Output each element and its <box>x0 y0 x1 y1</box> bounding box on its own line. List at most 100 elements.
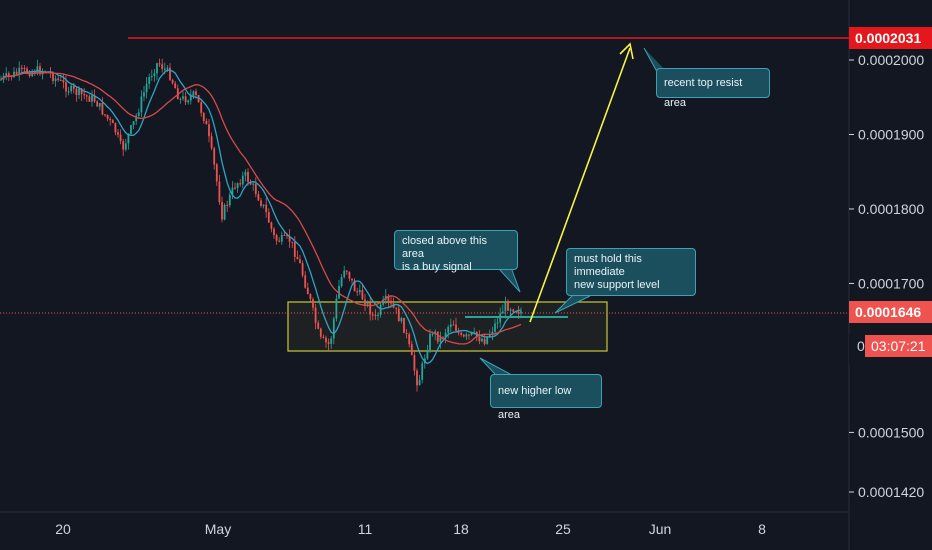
candle-body <box>169 67 171 80</box>
candle-body <box>62 80 65 83</box>
candle-body <box>18 67 21 74</box>
candle-body <box>338 286 340 299</box>
candle-body <box>221 202 223 220</box>
resistance-price-tag: 0.0002031 <box>849 27 932 49</box>
y-tick-label: 0.0001700 <box>858 275 924 291</box>
candle-body <box>408 334 411 345</box>
candle-body <box>158 63 161 65</box>
candle-body <box>335 298 338 319</box>
candle-body <box>143 92 145 97</box>
candle-body <box>483 338 486 344</box>
candle-body <box>148 76 151 84</box>
candle-body <box>78 88 80 95</box>
candle-body <box>293 242 296 257</box>
candle-body <box>7 73 10 76</box>
time-axis: 20 May 11 18 25 Jun 8 <box>55 521 766 537</box>
y-tick-label: 0.0001420 <box>858 484 924 500</box>
candle-body <box>150 76 153 78</box>
candle-body <box>343 270 346 278</box>
y-tick-label: 0.0001900 <box>858 126 924 142</box>
candle-body <box>15 71 18 74</box>
y-tick-label: 0.0001800 <box>858 201 924 217</box>
y-tick-label: 0.0002000 <box>858 52 924 68</box>
candle-body <box>28 73 31 77</box>
candle-body <box>366 302 369 305</box>
candle-body <box>254 183 257 195</box>
candle-body <box>395 307 398 309</box>
candle-body <box>273 228 275 236</box>
candle-body <box>452 324 455 326</box>
candle-body <box>88 96 91 102</box>
candle-body <box>249 181 252 185</box>
candle-body <box>369 302 372 315</box>
candle-body <box>163 68 166 70</box>
candle-body <box>377 314 379 316</box>
candle-body <box>140 96 143 113</box>
candle-body <box>184 96 187 103</box>
candle-body <box>218 181 221 203</box>
candle-body <box>23 68 26 70</box>
candle-body <box>119 134 122 142</box>
candle-body <box>96 101 99 107</box>
callout-pointer-low <box>479 357 511 375</box>
candle-body <box>436 331 439 342</box>
candle-body <box>257 194 260 201</box>
candle-body <box>57 78 60 81</box>
candle-body <box>166 67 169 69</box>
candle-body <box>239 183 242 185</box>
callout-pointer-support <box>554 295 591 314</box>
candle-body <box>501 311 504 314</box>
candle-body <box>462 334 465 337</box>
candle-body <box>496 322 499 324</box>
callout-pointer-resist <box>643 47 665 71</box>
candle-body <box>455 324 457 331</box>
candle-body <box>145 83 148 93</box>
candle-body <box>236 183 239 188</box>
candle-body <box>93 95 96 102</box>
candle-body <box>351 278 353 281</box>
candle-body <box>75 88 78 95</box>
candle-body <box>111 120 114 124</box>
candle-body <box>67 91 70 93</box>
support-box <box>287 301 608 352</box>
candle-body <box>213 148 216 165</box>
candle-body <box>382 299 385 305</box>
candle-body <box>205 121 208 125</box>
candle-body <box>65 82 67 92</box>
candle-body <box>234 187 236 189</box>
candle-body <box>260 200 262 206</box>
candle-body <box>361 289 364 300</box>
candle-body <box>132 121 135 126</box>
x-tick-label: 20 <box>55 521 71 537</box>
candle-body <box>182 96 184 99</box>
candle-body <box>332 318 335 339</box>
candle-body <box>468 334 470 336</box>
candle-body <box>429 333 431 352</box>
candle-body <box>117 132 119 135</box>
candle-body <box>509 309 512 311</box>
candle-body <box>13 71 15 78</box>
candle-body <box>208 124 210 137</box>
candle-body <box>348 271 351 279</box>
candle-body <box>267 212 270 223</box>
candle-body <box>171 79 174 84</box>
candle-body <box>473 331 476 333</box>
candle-body <box>83 94 86 96</box>
candle-body <box>356 291 359 293</box>
candle-body <box>122 141 125 150</box>
candle-body <box>426 351 429 359</box>
note-resist: recent top resist area <box>656 68 770 109</box>
candle-body <box>413 355 416 371</box>
note-higher-low: new higher low area <box>490 374 602 421</box>
candle-body <box>252 183 255 185</box>
candle-body <box>275 235 278 241</box>
candle-body <box>364 299 366 305</box>
candle-body <box>59 80 62 82</box>
candle-body <box>286 235 288 237</box>
candle-body <box>371 314 374 316</box>
partial-tick-label: 0 <box>857 338 865 354</box>
candle-body <box>296 256 299 260</box>
candle-body <box>353 280 356 292</box>
candle-body <box>33 71 36 74</box>
